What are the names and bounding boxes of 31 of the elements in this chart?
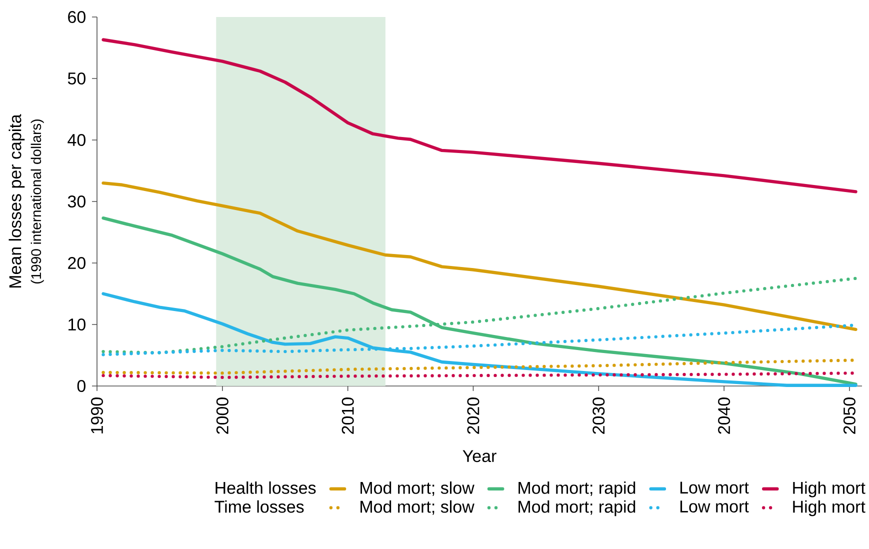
legend-label: Mod mort; slow [360,481,474,496]
y-tick-label: 40 [68,134,86,146]
line-series [102,216,858,386]
legend-label: High mort [793,500,866,516]
y-axis-title: Mean losses per capita [8,114,25,288]
text: Time losses [214,500,304,513]
text: Health losses [216,481,316,494]
x-tick-label: 2050 [843,398,856,434]
x-axis-title: Year [462,450,496,462]
x-tick-label: 1990 [90,398,104,434]
x-tick-label: 2040 [718,398,730,434]
y-tick-label: 20 [68,256,86,270]
x-tick-label: 2030 [592,398,605,434]
legend-label: Mod mort; slow [360,500,474,515]
line-series [102,38,858,194]
legend-label: Low mort [680,500,749,512]
legend-label: Mod mort; rapid [518,481,636,498]
legend-label: Mod mort; rapid [518,500,636,516]
x-tick-label: 2000 [216,398,228,434]
text: (1990 international dollars) [30,120,44,284]
line-series [102,181,858,332]
y-tick-label: 0 [77,380,86,392]
x-tick-label: 2020 [467,398,480,434]
legend-label: Low mort [680,482,749,494]
y-tick-label: 60 [68,10,86,24]
y-tick-label: 50 [68,72,86,85]
x-tick-label: 2010 [342,398,354,434]
line-series [102,292,858,387]
y-tick-label: 30 [68,195,86,208]
y-tick-label: 10 [68,318,86,331]
legend-label: High mort [793,481,866,498]
